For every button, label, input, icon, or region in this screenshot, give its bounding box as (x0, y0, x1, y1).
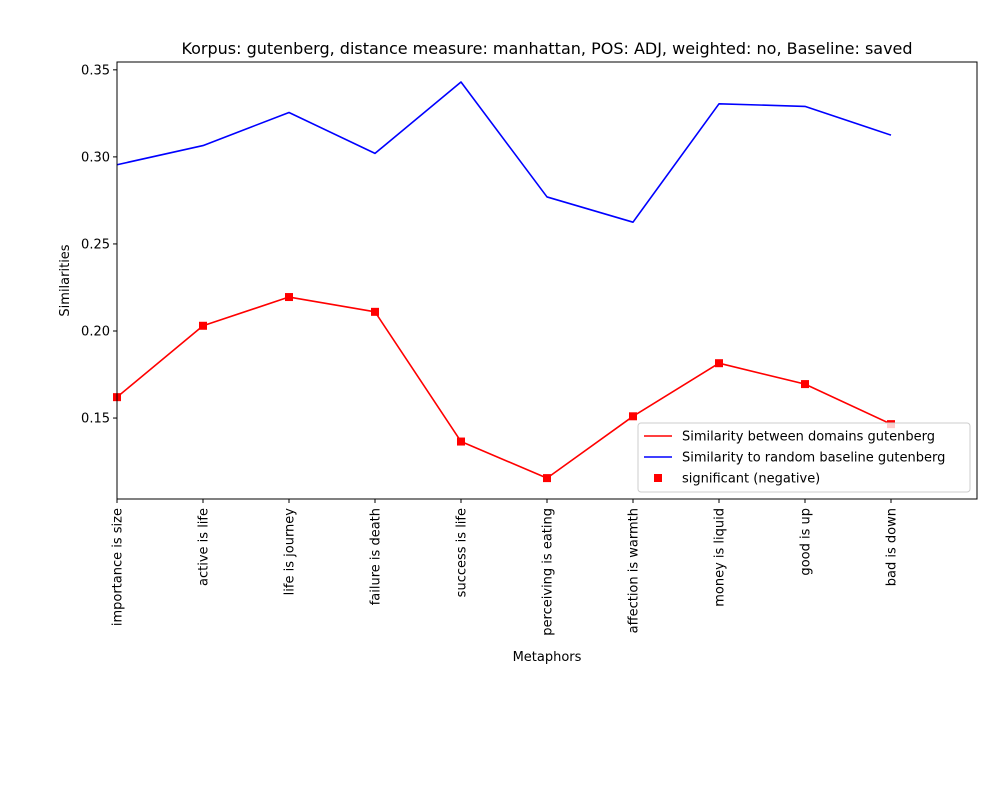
series-line-similarity-to-baseline (116, 81, 892, 223)
x-tick-label: life is journey (283, 508, 298, 596)
legend-label: Similarity to random baseline gutenberg (682, 451, 945, 466)
marker-significant-negative (285, 293, 293, 302)
x-tick-label: affection is warmth (627, 508, 642, 633)
legend-label: significant (negative) (682, 472, 820, 487)
legend-entry: Similarity between domains gutenberg (644, 430, 935, 445)
legend: Similarity between domains gutenberg Simi… (637, 422, 971, 493)
x-axis-ticks: importance is size active is life life is … (111, 499, 900, 636)
x-tick-label: success is life (455, 508, 470, 597)
legend-label: Similarity between domains gutenberg (682, 430, 935, 445)
series-line-similarity-between-domains (116, 296, 892, 479)
x-tick-label: money is liquid (713, 508, 728, 607)
legend-entry: significant (negative) (654, 472, 820, 487)
marker-significant-negative (371, 307, 379, 316)
x-axis-label: Metaphors (513, 650, 582, 665)
marker-significant-negative (715, 359, 723, 368)
marker-significant-negative (199, 321, 207, 330)
marker-significant-negative (801, 380, 809, 389)
marker-significant-negative (543, 474, 551, 483)
legend-swatch (654, 474, 662, 482)
legend-entry: Similarity to random baseline gutenberg (644, 451, 945, 466)
series-lines-layer (116, 81, 892, 479)
y-tick-label: 0.25 (81, 237, 110, 252)
legend-box (637, 422, 971, 493)
y-tick-label: 0.15 (81, 412, 110, 427)
y-axis-label: Similarities (58, 244, 73, 316)
y-tick-label: 0.30 (81, 150, 110, 165)
x-tick-label: importance is size (111, 508, 126, 626)
y-axis-ticks: 0.15 0.20 0.25 0.30 0.35 (81, 63, 117, 427)
chart-title: Korpus: gutenberg, distance measure: man… (181, 39, 912, 58)
x-tick-label: perceiving is eating (541, 508, 556, 636)
x-tick-label: active is life (197, 508, 212, 586)
marker-significant-negative (629, 412, 637, 421)
marker-significant-negative (457, 437, 465, 446)
x-tick-label: bad is down (885, 508, 900, 586)
y-tick-label: 0.35 (81, 63, 110, 78)
x-tick-label: failure is death (369, 508, 384, 605)
x-tick-label: good is up (799, 508, 814, 576)
y-tick-label: 0.20 (81, 324, 110, 339)
